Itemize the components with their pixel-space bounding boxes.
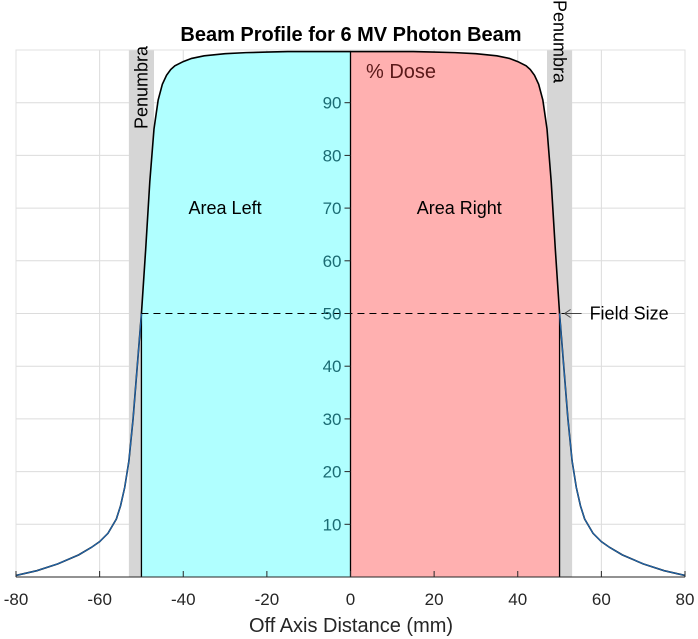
chart-title: Beam Profile for 6 MV Photon Beam: [180, 24, 521, 46]
x-tick-label: 80: [676, 590, 695, 609]
y-tick-label: 10: [323, 515, 342, 534]
x-tick-label: -60: [87, 590, 112, 609]
y-tick-label: 80: [323, 146, 342, 165]
penumbra-right-label: Penumbra: [550, 0, 570, 84]
y-tick-label: 70: [323, 199, 342, 218]
y-tick-label: 60: [323, 252, 342, 271]
x-tick-label: -40: [171, 590, 196, 609]
field-size-label: Field Size: [590, 304, 669, 324]
y-tick-label: 30: [323, 410, 342, 429]
shaded-area: [350, 51, 560, 577]
y-tick-label: 40: [323, 357, 342, 376]
x-tick-label: -20: [255, 590, 280, 609]
x-tick-label: 60: [592, 590, 611, 609]
axes: -80 -60 -40 -20 0 20 40 60 80 10 20 30 40 50 60 70 80 90: [4, 49, 695, 609]
y-tick-label: 90: [323, 94, 342, 113]
x-tick-label: -80: [4, 590, 29, 609]
shaded-area: [141, 51, 351, 577]
area-right-label: Area Right: [417, 198, 502, 218]
area-left-label: Area Left: [189, 198, 262, 218]
x-tick-label: 40: [508, 590, 527, 609]
y-tick-label: 20: [323, 463, 342, 482]
penumbra-left-label: Penumbra: [131, 45, 151, 129]
x-axis-label: Off Axis Distance (mm): [249, 615, 453, 637]
x-tick-label: 0: [346, 590, 355, 609]
field-size-arrow-head: [564, 309, 571, 318]
dose-curve-series: [15, 50, 686, 577]
chart-labels: Beam Profile for 6 MV Photon Beam Off Axi…: [131, 0, 668, 637]
y-tick-label: 50: [323, 305, 342, 324]
y-axis-label: % Dose: [366, 61, 436, 83]
shaded-areas: [140, 51, 561, 577]
x-tick-label: 20: [425, 590, 444, 609]
dose-curve-tail: [558, 313, 686, 577]
dose-curve-tail: [15, 313, 143, 577]
